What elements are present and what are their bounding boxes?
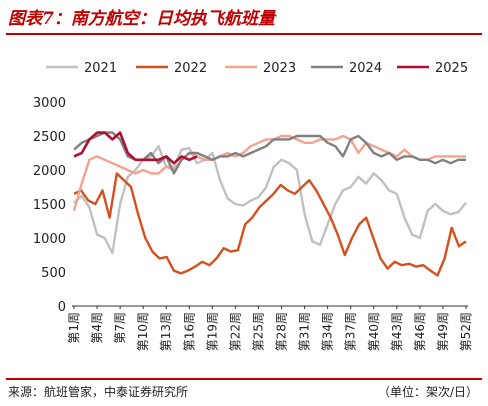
x-tick-label: 第34周 xyxy=(321,312,335,351)
x-tick-label: 第28周 xyxy=(275,312,289,351)
x-tick-label: 第7周 xyxy=(113,312,127,344)
x-tick-label: 第31周 xyxy=(298,312,312,351)
footer-rule xyxy=(6,378,482,380)
x-tick-label: 第46周 xyxy=(413,312,427,351)
plot-area xyxy=(72,131,467,277)
series-line-2021 xyxy=(73,144,467,255)
series-line-2025 xyxy=(73,131,198,165)
title-rule xyxy=(6,33,482,35)
y-tick-label: 0 xyxy=(58,300,66,315)
x-tick-label: 第52周 xyxy=(459,312,473,351)
x-tick-label: 第10周 xyxy=(136,312,150,351)
legend-label: 2022 xyxy=(174,61,207,76)
y-tick-label: 3000 xyxy=(33,96,66,111)
x-tick-label: 第16周 xyxy=(182,312,196,351)
x-tick-label: 第25周 xyxy=(251,312,265,351)
y-tick-label: 1000 xyxy=(33,232,66,247)
figure-title: 图表7：南方航空：日均执飞航班量 xyxy=(8,9,275,29)
series-line-2022 xyxy=(73,172,467,277)
legend-label: 2025 xyxy=(435,61,468,76)
x-tick-label: 第22周 xyxy=(228,312,242,351)
y-tick-label: 2000 xyxy=(33,164,66,179)
y-axis: 0 500 1000 1500 2000 2500 3000 xyxy=(33,96,66,315)
y-tick-label: 500 xyxy=(41,266,66,281)
x-tick-label: 第13周 xyxy=(159,312,173,351)
x-tick-label: 第37周 xyxy=(344,312,358,351)
legend-label: 2024 xyxy=(349,61,382,76)
unit-note: （单位：架次/日） xyxy=(377,385,478,399)
x-tick-label: 第49周 xyxy=(436,312,450,351)
chart-legend: 2021 2022 2023 2024 2025 xyxy=(46,61,468,76)
source-note: 来源：航班管家，中泰证券研究所 xyxy=(8,385,189,399)
legend-label: 2021 xyxy=(84,61,117,76)
x-axis: 第1周 第4周 第7周 第10周 第13周 第16周 第19周 第22周 第25周 第28周 第31… xyxy=(67,305,473,351)
x-tick-label: 第40周 xyxy=(367,312,381,351)
x-tick-label: 第43周 xyxy=(390,312,404,351)
legend-label: 2023 xyxy=(263,61,296,76)
y-tick-label: 1500 xyxy=(33,198,66,213)
series-line-2023 xyxy=(72,134,466,212)
x-tick-label: 第19周 xyxy=(205,312,219,351)
y-tick-label: 2500 xyxy=(33,130,66,145)
x-tick-label: 第4周 xyxy=(90,312,104,344)
x-tick-label: 第1周 xyxy=(67,312,81,344)
